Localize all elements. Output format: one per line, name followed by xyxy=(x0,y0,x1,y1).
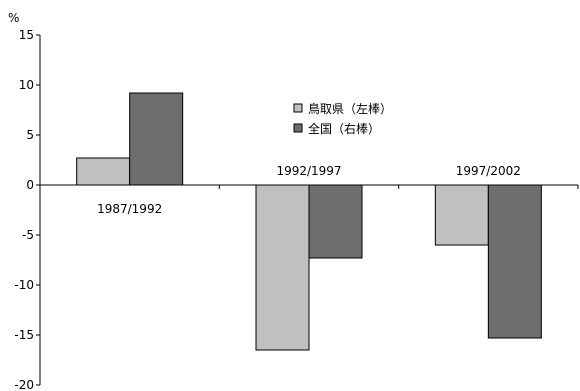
y-tick-label: -5 xyxy=(22,228,34,242)
category-label: 1992/1997 xyxy=(276,164,341,178)
bar xyxy=(255,184,310,351)
y-tick-label: -20 xyxy=(14,378,34,391)
y-tick-label: 0 xyxy=(26,178,34,192)
bar xyxy=(308,184,363,259)
legend-label: 全国（右棒） xyxy=(308,121,380,136)
legend-swatch xyxy=(293,103,303,113)
legend-swatch xyxy=(293,123,303,133)
category-label: 1997/2002 xyxy=(456,164,521,178)
y-unit-label: % xyxy=(8,11,19,25)
y-tick-label: 5 xyxy=(26,128,34,142)
bar xyxy=(76,157,131,186)
category-label: 1987/1992 xyxy=(97,202,162,216)
legend: 鳥取県（左棒） 全国（右棒） xyxy=(293,101,392,136)
y-tick-label: -15 xyxy=(14,328,34,342)
y-tick-label: -10 xyxy=(14,278,34,292)
y-tick-label: 10 xyxy=(19,78,34,92)
bar xyxy=(129,92,184,186)
bar xyxy=(434,184,489,246)
y-tick-label: 15 xyxy=(19,28,34,42)
bars xyxy=(76,92,542,351)
legend-label: 鳥取県（左棒） xyxy=(308,101,392,116)
bar xyxy=(487,184,542,339)
category-labels: 1987/1992 1992/1997 1997/2002 xyxy=(97,164,521,216)
